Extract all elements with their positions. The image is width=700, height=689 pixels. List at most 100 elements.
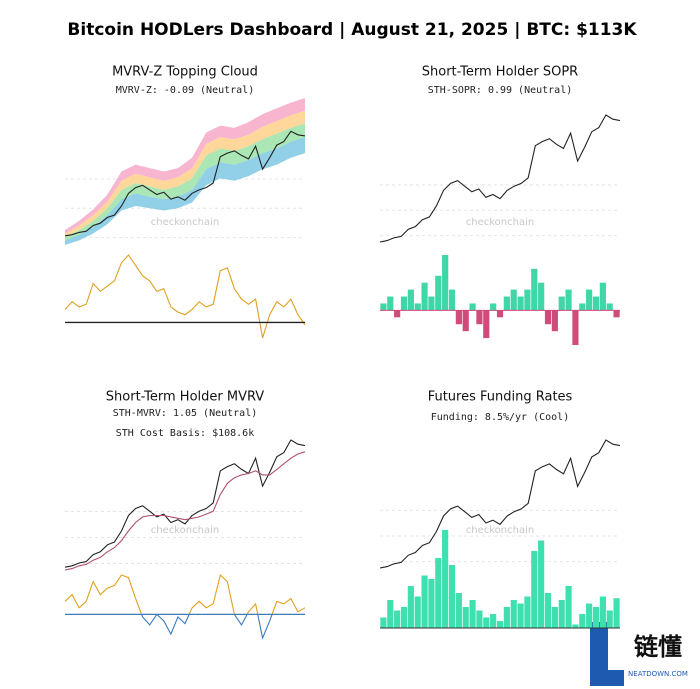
price-line	[64, 451, 306, 571]
cloud-band	[65, 98, 305, 234]
watermark: checkonchain	[466, 525, 534, 536]
bar	[490, 614, 497, 628]
bar	[592, 607, 600, 628]
bar	[455, 310, 462, 325]
logo-text: 链懂	[634, 633, 682, 661]
bar	[544, 310, 552, 325]
bar	[476, 610, 483, 628]
bar	[421, 575, 428, 628]
bar	[592, 296, 600, 311]
bar	[400, 607, 408, 628]
bar	[407, 289, 414, 311]
chart-subtitle: STH-MVRV: 1.05 (Neutral)	[113, 408, 258, 419]
bar	[483, 310, 490, 339]
price-line	[379, 114, 621, 243]
logo-icon	[590, 622, 624, 686]
price-line	[64, 130, 306, 237]
chart-subtitle: MVRV-Z: -0.09 (Neutral)	[116, 85, 254, 96]
bar	[579, 614, 586, 628]
bar	[551, 607, 558, 628]
bar	[503, 296, 510, 311]
price-line	[379, 439, 621, 569]
watermark: checkonchain	[151, 217, 219, 228]
cloud-band	[65, 137, 305, 245]
price-line	[64, 439, 306, 568]
bar	[414, 303, 421, 311]
bar	[435, 558, 442, 628]
bar	[524, 289, 531, 311]
bar	[551, 310, 558, 332]
watermark: checkonchain	[466, 217, 534, 228]
bar	[380, 617, 387, 628]
chart-subtitle: STH Cost Basis: $108.6k	[116, 428, 254, 439]
bar	[442, 255, 449, 311]
bar	[579, 303, 586, 311]
oscillator-line	[64, 573, 306, 615]
bar	[613, 598, 620, 628]
bar	[538, 540, 545, 628]
chart-title: Futures Funding Rates	[428, 390, 573, 405]
bar	[428, 296, 435, 311]
bar	[517, 296, 524, 311]
bar	[394, 310, 401, 318]
chart-title: Short-Term Holder SOPR	[422, 65, 578, 80]
bar	[599, 282, 606, 311]
bar	[606, 303, 613, 311]
bar	[586, 603, 593, 628]
bar	[435, 275, 442, 311]
bar	[469, 600, 476, 628]
bar	[558, 296, 565, 311]
bar	[517, 603, 524, 628]
bar	[572, 624, 579, 628]
bar	[380, 303, 387, 311]
cloud-band	[65, 123, 305, 241]
bar	[496, 310, 504, 318]
logo: 链懂 NEATDOWN.COM	[590, 622, 688, 686]
bar	[448, 565, 456, 628]
bar	[531, 268, 538, 311]
chart-subtitle: Funding: 8.5%/yr (Cool)	[431, 412, 569, 423]
bar	[414, 596, 421, 628]
bar	[428, 579, 435, 628]
bar	[613, 310, 620, 318]
bar	[531, 551, 538, 628]
bar	[462, 607, 469, 628]
bar	[586, 289, 593, 311]
bar	[400, 296, 408, 311]
bar	[524, 596, 531, 628]
bar	[476, 310, 483, 325]
bar	[565, 289, 572, 311]
bar	[483, 617, 490, 628]
bar	[599, 596, 606, 628]
bar	[407, 586, 414, 628]
oscillator-line-below	[141, 614, 273, 640]
bar	[558, 600, 565, 628]
chart-subtitle: STH-SOPR: 0.99 (Neutral)	[428, 85, 573, 96]
chart-title: MVRV-Z Topping Cloud	[112, 65, 258, 80]
bar	[469, 303, 476, 311]
bar	[496, 621, 504, 628]
oscillator-line	[64, 254, 306, 339]
watermark: checkonchain	[151, 525, 219, 536]
bar	[510, 289, 517, 311]
bar	[572, 310, 579, 345]
bar	[565, 586, 572, 628]
bar	[442, 530, 449, 628]
bar	[448, 289, 456, 311]
chart-title: Short-Term Holder MVRV	[106, 390, 265, 405]
bar	[394, 610, 401, 628]
cloud-band	[65, 110, 305, 237]
bar	[421, 282, 428, 311]
bar	[510, 600, 517, 628]
bar	[455, 593, 462, 628]
bar	[490, 303, 497, 311]
bar	[538, 282, 545, 311]
logo-site: NEATDOWN.COM	[628, 670, 688, 678]
dashboard-title: Bitcoin HODLers Dashboard | August 21, 2…	[67, 20, 637, 40]
bar	[503, 607, 510, 628]
bar	[387, 296, 394, 311]
bar	[387, 600, 394, 628]
bar	[544, 593, 552, 628]
